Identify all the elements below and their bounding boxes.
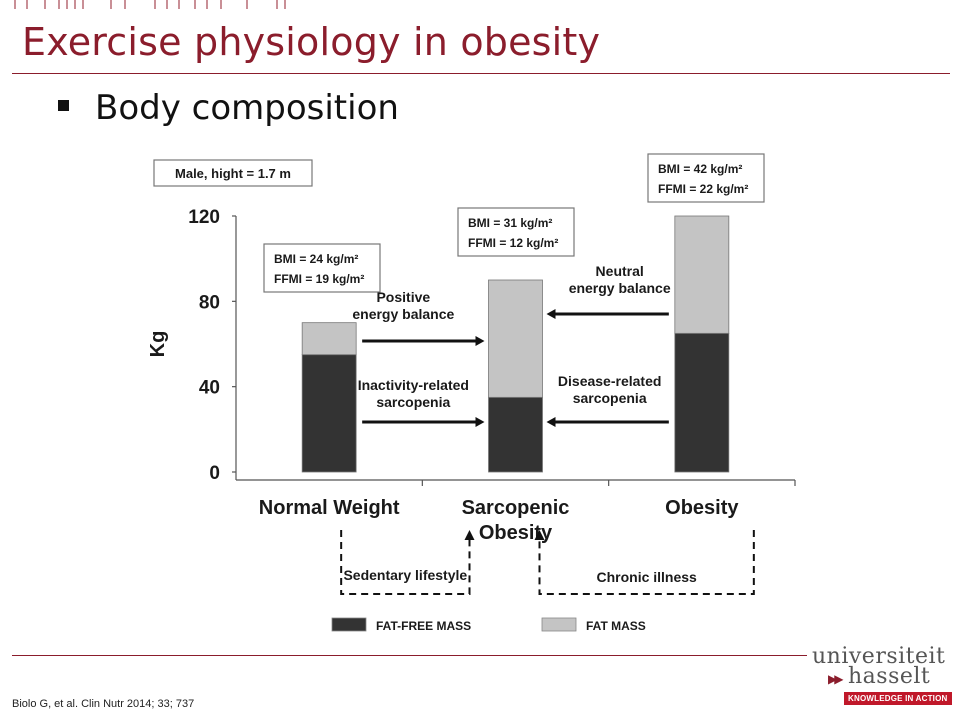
logo-tagline: KNOWLEDGE IN ACTION [844, 692, 952, 705]
university-logo: universiteit ▶▶ hasselt KNOWLEDGE IN ACT… [812, 642, 952, 712]
arrow-label: sarcopenia [573, 390, 647, 406]
y-tick-label: 80 [199, 292, 220, 313]
bar-segment [488, 279, 543, 398]
bmi-box-text: BMI = 24 kg/m² [274, 252, 358, 266]
arrow-label: sarcopenia [376, 394, 450, 410]
bmi-box [457, 207, 575, 257]
illness-connector [538, 530, 755, 595]
bmi-box-text: FFMI = 19 kg/m² [274, 272, 364, 286]
arrow-head [546, 417, 556, 427]
arrow-label: Disease-related [558, 373, 662, 389]
connector-arrow-head [534, 530, 545, 540]
category-label: Normal Weight [259, 497, 400, 519]
y-tick-label: 120 [188, 207, 220, 228]
bmi-box-text: BMI = 42 kg/m² [658, 162, 742, 176]
connector-arrow-head [464, 530, 475, 540]
bottom-label: Sedentary lifestyle [343, 567, 467, 583]
y-tick-label: 0 [209, 463, 220, 484]
bullet-square-icon [58, 100, 69, 111]
header-box [153, 159, 313, 187]
logo-text-hasselt: hasselt [848, 664, 931, 689]
bullet-text: Body composition [95, 88, 399, 128]
bar-segment [301, 322, 357, 356]
logo-arrows-icon: ▶▶ [828, 672, 844, 686]
legend-label: FAT MASS [586, 619, 646, 633]
bmi-box-text: FFMI = 22 kg/m² [658, 182, 748, 196]
arrow-head [475, 336, 485, 346]
bar-segment [674, 215, 730, 334]
title-divider [12, 73, 950, 74]
arrow-label: Inactivity-related [358, 377, 469, 393]
bmi-box-text: BMI = 31 kg/m² [468, 216, 552, 230]
arrow-head [546, 309, 556, 319]
legend-label: FAT-FREE MASS [376, 619, 471, 633]
arrow-label: energy balance [352, 306, 454, 322]
category-label: Obesity [479, 522, 553, 544]
bullet-point: Body composition [58, 88, 399, 128]
arrow-label: Neutral [596, 263, 644, 279]
legend-swatch [541, 617, 577, 632]
category-label: Obesity [665, 497, 739, 519]
sedentary-connector [340, 530, 471, 595]
bmi-box [263, 243, 381, 293]
bar-segment [488, 396, 543, 473]
legend-swatch [331, 617, 367, 632]
bmi-box-text: FFMI = 12 kg/m² [468, 236, 558, 250]
bmi-box [647, 153, 765, 203]
arrow-head [475, 417, 485, 427]
arrow-label: energy balance [569, 280, 671, 296]
citation: Biolo G, et al. Clin Nutr 2014; 33; 737 [12, 698, 195, 710]
header-box-text: Male, hight = 1.7 m [175, 166, 291, 181]
header-tick-marks [14, 0, 286, 9]
bottom-label: Chronic illness [596, 569, 697, 585]
arrow-label: Positive [376, 289, 430, 305]
y-tick-label: 40 [199, 378, 220, 399]
slide-title: Exercise physiology in obesity [22, 20, 601, 64]
category-label: Sarcopenic [462, 497, 570, 519]
body-composition-chart: 0 40 80 120 Kg Male, hight = 1.7 m Normal Weig… [147, 153, 796, 633]
logo-text-universiteit: universiteit [812, 644, 946, 669]
bar-segment [301, 354, 357, 473]
bar-segment [674, 332, 730, 473]
footer-divider [12, 655, 807, 656]
y-axis-label: Kg [147, 331, 169, 358]
